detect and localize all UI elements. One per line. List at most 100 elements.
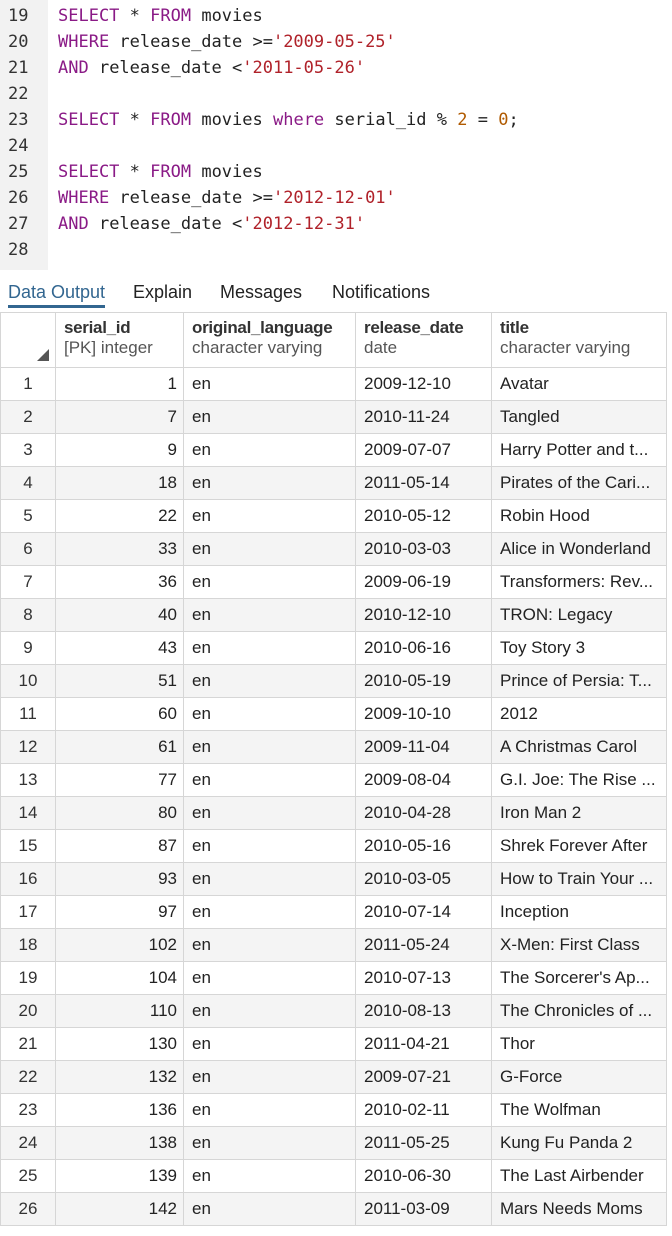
row-number[interactable]: 10 xyxy=(0,664,56,698)
code-line[interactable]: 19 SELECT * FROM movies xyxy=(0,3,672,29)
table-row[interactable]: 13 77 en 2009-08-04 G.I. Joe: The Rise ... xyxy=(0,763,667,797)
table-row[interactable]: 16 93 en 2010-03-05 How to Train Your ... xyxy=(0,862,667,896)
row-number[interactable]: 13 xyxy=(0,763,56,797)
cell-release-date[interactable]: 2011-03-09 xyxy=(355,1192,492,1226)
cell-release-date[interactable]: 2009-11-04 xyxy=(355,730,492,764)
cell-serial-id[interactable]: 60 xyxy=(55,697,184,731)
cell-title[interactable]: Toy Story 3 xyxy=(491,631,667,665)
cell-original-language[interactable]: en xyxy=(183,763,356,797)
cell-title[interactable]: Kung Fu Panda 2 xyxy=(491,1126,667,1160)
table-row[interactable]: 8 40 en 2010-12-10 TRON: Legacy xyxy=(0,598,667,632)
row-number[interactable]: 23 xyxy=(0,1093,56,1127)
code-line[interactable]: 26 WHERE release_date >='2012-12-01' xyxy=(0,185,672,211)
cell-original-language[interactable]: en xyxy=(183,367,356,401)
cell-title[interactable]: Alice in Wonderland xyxy=(491,532,667,566)
table-row[interactable]: 22 132 en 2009-07-21 G-Force xyxy=(0,1060,667,1094)
column-header-release-date[interactable]: release_date date xyxy=(355,312,492,368)
cell-release-date[interactable]: 2010-05-12 xyxy=(355,499,492,533)
cell-serial-id[interactable]: 36 xyxy=(55,565,184,599)
cell-serial-id[interactable]: 87 xyxy=(55,829,184,863)
cell-release-date[interactable]: 2009-12-10 xyxy=(355,367,492,401)
cell-original-language[interactable]: en xyxy=(183,565,356,599)
cell-title[interactable]: X-Men: First Class xyxy=(491,928,667,962)
cell-release-date[interactable]: 2010-05-19 xyxy=(355,664,492,698)
row-number[interactable]: 4 xyxy=(0,466,56,500)
code-line[interactable]: 20 WHERE release_date >='2009-05-25' xyxy=(0,29,672,55)
table-row[interactable]: 26 142 en 2011-03-09 Mars Needs Moms xyxy=(0,1192,667,1226)
row-number[interactable]: 12 xyxy=(0,730,56,764)
cell-original-language[interactable]: en xyxy=(183,895,356,929)
cell-serial-id[interactable]: 7 xyxy=(55,400,184,434)
cell-serial-id[interactable]: 139 xyxy=(55,1159,184,1193)
table-row[interactable]: 11 60 en 2009-10-10 2012 xyxy=(0,697,667,731)
cell-title[interactable]: Transformers: Rev... xyxy=(491,565,667,599)
code-line[interactable]: 24 xyxy=(0,133,672,159)
cell-original-language[interactable]: en xyxy=(183,1192,356,1226)
cell-serial-id[interactable]: 104 xyxy=(55,961,184,995)
cell-release-date[interactable]: 2011-05-25 xyxy=(355,1126,492,1160)
row-number[interactable]: 18 xyxy=(0,928,56,962)
cell-serial-id[interactable]: 136 xyxy=(55,1093,184,1127)
row-number[interactable]: 21 xyxy=(0,1027,56,1061)
cell-serial-id[interactable]: 110 xyxy=(55,994,184,1028)
table-row[interactable]: 21 130 en 2011-04-21 Thor xyxy=(0,1027,667,1061)
table-row[interactable]: 20 110 en 2010-08-13 The Chronicles of ... xyxy=(0,994,667,1028)
cell-release-date[interactable]: 2010-04-28 xyxy=(355,796,492,830)
cell-serial-id[interactable]: 1 xyxy=(55,367,184,401)
cell-original-language[interactable]: en xyxy=(183,994,356,1028)
row-number[interactable]: 25 xyxy=(0,1159,56,1193)
cell-original-language[interactable]: en xyxy=(183,1159,356,1193)
table-row[interactable]: 10 51 en 2010-05-19 Prince of Persia: T... xyxy=(0,664,667,698)
row-number[interactable]: 17 xyxy=(0,895,56,929)
cell-original-language[interactable]: en xyxy=(183,961,356,995)
table-row[interactable]: 7 36 en 2009-06-19 Transformers: Rev... xyxy=(0,565,667,599)
cell-original-language[interactable]: en xyxy=(183,829,356,863)
table-row[interactable]: 2 7 en 2010-11-24 Tangled xyxy=(0,400,667,434)
table-row[interactable]: 4 18 en 2011-05-14 Pirates of the Cari... xyxy=(0,466,667,500)
cell-release-date[interactable]: 2010-05-16 xyxy=(355,829,492,863)
cell-serial-id[interactable]: 61 xyxy=(55,730,184,764)
cell-original-language[interactable]: en xyxy=(183,631,356,665)
row-number[interactable]: 7 xyxy=(0,565,56,599)
cell-release-date[interactable]: 2010-03-05 xyxy=(355,862,492,896)
cell-original-language[interactable]: en xyxy=(183,796,356,830)
cell-title[interactable]: G-Force xyxy=(491,1060,667,1094)
cell-title[interactable]: Tangled xyxy=(491,400,667,434)
cell-title[interactable]: Shrek Forever After xyxy=(491,829,667,863)
row-number[interactable]: 26 xyxy=(0,1192,56,1226)
cell-release-date[interactable]: 2010-08-13 xyxy=(355,994,492,1028)
cell-release-date[interactable]: 2009-07-07 xyxy=(355,433,492,467)
cell-serial-id[interactable]: 18 xyxy=(55,466,184,500)
cell-release-date[interactable]: 2009-07-21 xyxy=(355,1060,492,1094)
cell-serial-id[interactable]: 22 xyxy=(55,499,184,533)
cell-original-language[interactable]: en xyxy=(183,598,356,632)
table-row[interactable]: 6 33 en 2010-03-03 Alice in Wonderland xyxy=(0,532,667,566)
cell-release-date[interactable]: 2010-11-24 xyxy=(355,400,492,434)
cell-serial-id[interactable]: 97 xyxy=(55,895,184,929)
table-row[interactable]: 24 138 en 2011-05-25 Kung Fu Panda 2 xyxy=(0,1126,667,1160)
table-row[interactable]: 12 61 en 2009-11-04 A Christmas Carol xyxy=(0,730,667,764)
cell-serial-id[interactable]: 40 xyxy=(55,598,184,632)
cell-serial-id[interactable]: 33 xyxy=(55,532,184,566)
cell-original-language[interactable]: en xyxy=(183,499,356,533)
cell-serial-id[interactable]: 43 xyxy=(55,631,184,665)
row-number[interactable]: 19 xyxy=(0,961,56,995)
cell-serial-id[interactable]: 138 xyxy=(55,1126,184,1160)
cell-release-date[interactable]: 2010-02-11 xyxy=(355,1093,492,1127)
code-line[interactable]: 27 AND release_date <'2012-12-31' xyxy=(0,211,672,237)
table-row[interactable]: 23 136 en 2010-02-11 The Wolfman xyxy=(0,1093,667,1127)
cell-release-date[interactable]: 2010-07-13 xyxy=(355,961,492,995)
row-number[interactable]: 15 xyxy=(0,829,56,863)
cell-title[interactable]: The Last Airbender xyxy=(491,1159,667,1193)
cell-title[interactable]: Harry Potter and t... xyxy=(491,433,667,467)
tab-explain[interactable]: Explain xyxy=(133,282,193,302)
cell-original-language[interactable]: en xyxy=(183,466,356,500)
code-line[interactable]: 28 xyxy=(0,237,672,263)
row-number[interactable]: 9 xyxy=(0,631,56,665)
tab-notifications[interactable]: Notifications xyxy=(332,282,431,302)
row-number[interactable]: 20 xyxy=(0,994,56,1028)
cell-title[interactable]: How to Train Your ... xyxy=(491,862,667,896)
column-header-serial-id[interactable]: serial_id [PK] integer xyxy=(55,312,184,368)
cell-title[interactable]: G.I. Joe: The Rise ... xyxy=(491,763,667,797)
cell-serial-id[interactable]: 93 xyxy=(55,862,184,896)
